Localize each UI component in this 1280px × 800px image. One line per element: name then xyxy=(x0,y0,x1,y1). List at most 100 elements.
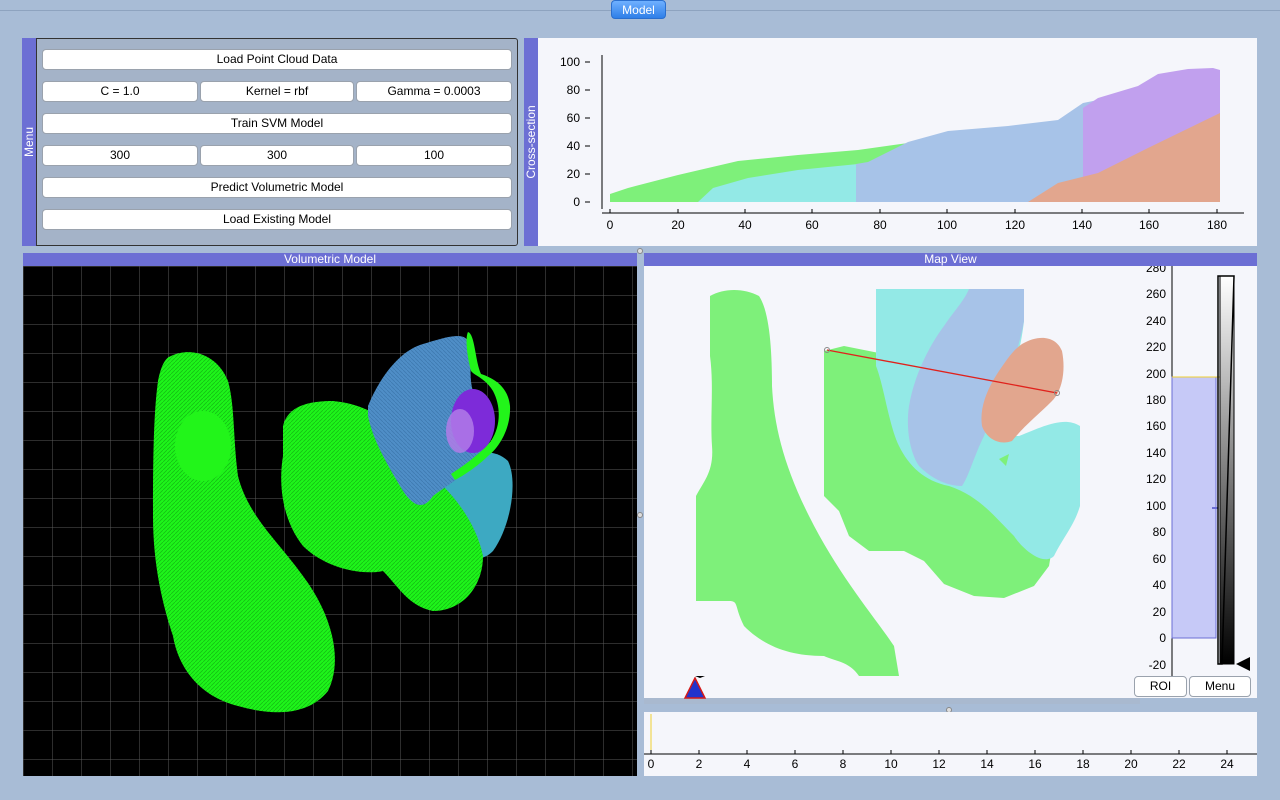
scale-tick-200: 200 xyxy=(1146,367,1166,381)
timeline-tick-24: 24 xyxy=(1220,757,1234,771)
right-green-body xyxy=(281,401,483,611)
cross-section-areas xyxy=(610,68,1220,202)
right-blue-body xyxy=(368,335,488,506)
scale-tick-280: 280 xyxy=(1146,266,1166,275)
histogram-fill xyxy=(1171,376,1217,639)
x-tick-80: 80 xyxy=(873,218,887,232)
cross-section-line[interactable] xyxy=(826,349,1058,394)
timeline-tick-marks xyxy=(650,750,1228,754)
load-existing-button[interactable]: Load Existing Model xyxy=(42,209,512,230)
scale-tick-100: 100 xyxy=(1146,499,1166,513)
grid-x-field[interactable]: 300 xyxy=(42,145,198,166)
roi-button[interactable]: ROI xyxy=(1134,676,1187,697)
gamma-param-button[interactable]: Gamma = 0.0003 xyxy=(356,81,512,102)
y-ticks: 0 20 40 60 80 100 xyxy=(560,55,580,209)
x-ticks: 0 20 40 60 80 100 120 140 160 180 xyxy=(607,218,1228,232)
kernel-param-button[interactable]: Kernel = rbf xyxy=(200,81,354,102)
area-cyan xyxy=(698,164,858,202)
map-view[interactable]: 280 260 240 220 200 180 160 140 120 100 … xyxy=(644,266,1257,698)
menu-panel: Load Point Cloud Data C = 1.0 Kernel = r… xyxy=(36,38,518,246)
scale-tick-160: 160 xyxy=(1146,419,1166,433)
area-blue xyxy=(856,98,1108,202)
x-tick-100: 100 xyxy=(937,218,957,232)
scale-tick-240: 240 xyxy=(1146,314,1166,328)
marker-base xyxy=(695,676,705,678)
load-point-cloud-button[interactable]: Load Point Cloud Data xyxy=(42,49,512,70)
map-green-left xyxy=(696,290,899,676)
map-blue-region xyxy=(907,289,1024,486)
right-green-rim xyxy=(451,332,511,480)
scale-tick-140: 140 xyxy=(1146,446,1166,460)
scale-tick-40: 40 xyxy=(1153,578,1167,592)
timeline-chart[interactable]: 0 2 4 6 8 10 12 14 16 18 20 22 24 xyxy=(644,712,1257,776)
splitter-handle-middle[interactable] xyxy=(637,512,643,518)
y-tick-80: 80 xyxy=(567,83,581,97)
x-tick-20: 20 xyxy=(671,218,685,232)
timeline-ticks: 0 2 4 6 8 10 12 14 16 18 20 22 24 xyxy=(648,757,1234,771)
y-tick-marks xyxy=(585,61,590,203)
y-tick-60: 60 xyxy=(567,111,581,125)
y-tick-20: 20 xyxy=(567,167,581,181)
y-tick-100: 100 xyxy=(560,55,580,69)
map-green-spot xyxy=(999,454,1009,466)
x-tick-60: 60 xyxy=(805,218,819,232)
volumetric-view[interactable] xyxy=(23,266,637,776)
scale-tick-180: 180 xyxy=(1146,393,1166,407)
timeline-panel[interactable]: 0 2 4 6 8 10 12 14 16 18 20 22 24 xyxy=(644,712,1257,776)
y-tick-0: 0 xyxy=(573,195,580,209)
grid-y-field[interactable]: 300 xyxy=(200,145,354,166)
menu-tab[interactable]: Menu xyxy=(22,38,36,246)
y-tick-40: 40 xyxy=(567,139,581,153)
c-param-button[interactable]: C = 1.0 xyxy=(42,81,198,102)
timeline-tick-22: 22 xyxy=(1172,757,1186,771)
x-tick-160: 160 xyxy=(1139,218,1159,232)
time-marker-icon[interactable] xyxy=(684,677,706,699)
predict-volumetric-button[interactable]: Predict Volumetric Model xyxy=(42,177,512,198)
splitter-handle-top[interactable] xyxy=(637,248,643,254)
timeline-tick-8: 8 xyxy=(840,757,847,771)
scale-tick-80: 80 xyxy=(1153,525,1167,539)
cross-section-tab-label: Cross-section xyxy=(524,105,538,179)
x-tick-0: 0 xyxy=(607,218,614,232)
scale-tick-120: 120 xyxy=(1146,472,1166,486)
timeline-slider-track[interactable] xyxy=(644,698,1140,704)
menu-tab-label: Menu xyxy=(22,126,36,158)
map-salmon-region xyxy=(981,337,1064,443)
map-view-title: Map View xyxy=(644,253,1257,266)
scale-tick-60: 60 xyxy=(1153,552,1167,566)
left-green-bulge xyxy=(175,411,231,481)
timeline-tick-2: 2 xyxy=(696,757,703,771)
timeline-tick-16: 16 xyxy=(1028,757,1042,771)
volumetric-title: Volumetric Model xyxy=(23,253,637,266)
timeline-tick-14: 14 xyxy=(980,757,994,771)
x-tick-40: 40 xyxy=(738,218,752,232)
timeline-tick-4: 4 xyxy=(744,757,751,771)
scale-tick-20: 20 xyxy=(1153,605,1167,619)
map-canvas[interactable]: 280 260 240 220 200 180 160 140 120 100 … xyxy=(644,266,1257,698)
timeline-tick-0: 0 xyxy=(648,757,655,771)
scale-ticks: 280 260 240 220 200 180 160 140 120 100 … xyxy=(1146,266,1166,672)
timeline-tick-12: 12 xyxy=(932,757,946,771)
cross-section-tab[interactable]: Cross-section xyxy=(524,38,538,246)
cross-section-chart: 0 20 40 60 80 100 0 20 40 60 80 100 120 xyxy=(560,55,1244,232)
map-menu-button[interactable]: Menu xyxy=(1189,676,1251,697)
x-tick-120: 120 xyxy=(1005,218,1025,232)
scale-tick-260: 260 xyxy=(1146,287,1166,301)
area-salmon xyxy=(1028,113,1220,202)
purple-highlight xyxy=(446,409,474,453)
timeline-tick-6: 6 xyxy=(792,757,799,771)
volumetric-canvas[interactable] xyxy=(23,266,637,776)
range-handle-icon[interactable] xyxy=(1236,657,1250,671)
scale-tick-0: 0 xyxy=(1159,631,1166,645)
scale-tick-neg20: -20 xyxy=(1149,658,1167,672)
x-tick-180: 180 xyxy=(1207,218,1227,232)
cross-section-panel: 0 20 40 60 80 100 0 20 40 60 80 100 120 xyxy=(538,38,1257,246)
grid-z-field[interactable]: 100 xyxy=(356,145,512,166)
range-indicator xyxy=(1217,275,1235,665)
x-tick-140: 140 xyxy=(1072,218,1092,232)
scale-tick-220: 220 xyxy=(1146,340,1166,354)
line-handle-end[interactable] xyxy=(1054,390,1060,396)
train-svm-button[interactable]: Train SVM Model xyxy=(42,113,512,134)
tab-model[interactable]: Model xyxy=(611,0,666,19)
line-handle-start[interactable] xyxy=(824,347,830,353)
